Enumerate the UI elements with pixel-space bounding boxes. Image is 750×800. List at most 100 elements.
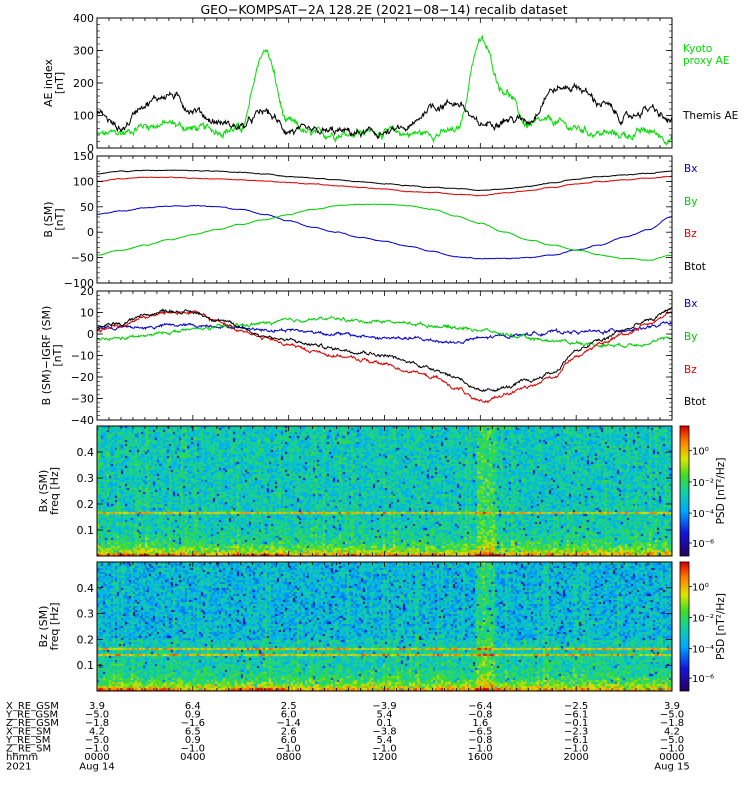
y-axis-label: B (SM) xyxy=(42,201,55,237)
ephemeris-value: 0.9 xyxy=(185,735,201,746)
y-tick-label: 150 xyxy=(73,150,94,163)
time-tick-label: 1200 xyxy=(372,752,397,763)
ephemeris-value: −0.1 xyxy=(564,718,588,729)
ephemeris-value: −3.9 xyxy=(372,701,396,712)
y-tick-label: 0 xyxy=(87,328,94,341)
ephemeris-value: −6.1 xyxy=(564,710,588,721)
legend-entry: Themis AE xyxy=(682,110,738,122)
ephemeris-value: 6.0 xyxy=(281,710,297,721)
legend-entry-line: Btot xyxy=(684,261,706,273)
ephemeris-value: −1.0 xyxy=(277,744,301,755)
y-tick-label: −40 xyxy=(71,414,94,427)
colorbar-frame xyxy=(679,561,690,692)
legend-entry: Kyoto proxy AE xyxy=(683,43,729,67)
colorbar-tick-label: 10⁻⁴ xyxy=(692,644,714,655)
ephemeris-value: −1.0 xyxy=(85,744,109,755)
figure-title: GEO−KOMPSAT−2A 128.2E (2021−08−14) recal… xyxy=(200,2,567,17)
ephemeris-value: −1.6 xyxy=(181,718,205,729)
y-tick-label: 0.2 xyxy=(77,498,95,511)
y-axis-label: freq [Hz] xyxy=(48,467,61,515)
series-line-kyoto-proxy-ae xyxy=(96,34,673,146)
y-tick-label: 400 xyxy=(73,12,94,25)
ephemeris-value: −5.0 xyxy=(85,710,109,721)
colorbar-image xyxy=(680,562,689,691)
ephemeris-value: −5.0 xyxy=(660,735,684,746)
ephemeris-value: −2.5 xyxy=(564,701,588,712)
time-tick-label: 2000 xyxy=(563,752,588,763)
time-tick-label: 0000 xyxy=(84,752,109,763)
y-axis-label: [nT] xyxy=(53,72,66,94)
y-tick-label: 200 xyxy=(73,77,94,90)
date-row-label: 2021 xyxy=(6,762,31,773)
spectrogram-image xyxy=(97,426,672,556)
spectrogram-image xyxy=(97,562,672,691)
colorbar-label: PSD [nT²/Hz] xyxy=(715,593,727,660)
legend-entry: Bx xyxy=(684,298,697,310)
ephemeris-value: −1.4 xyxy=(277,718,301,729)
plot-area xyxy=(97,156,672,283)
legend-entry: Btot xyxy=(684,261,706,273)
y-axis-label: Bz (SM) xyxy=(37,606,50,648)
ephemeris-value: 6.0 xyxy=(281,735,297,746)
y-tick-label: 0.2 xyxy=(77,633,95,646)
ephemeris-row-label: Y_RE_GSM xyxy=(5,710,58,721)
y-tick-label: 0.1 xyxy=(77,659,95,672)
y-tick-label: 0.3 xyxy=(77,608,95,621)
ephemeris-value: 3.9 xyxy=(89,701,105,712)
y-tick-label: 100 xyxy=(73,175,94,188)
ephemeris-value: −1.8 xyxy=(85,718,109,729)
ephemeris-value: 3.9 xyxy=(664,701,680,712)
ephemeris-value: −1.0 xyxy=(372,744,396,755)
panel-b-sm: Bx By Bz Btot −100 −50 0 50 100 150 B (SM)[nT] xyxy=(42,150,706,290)
y-axis-label: [nT] xyxy=(51,344,64,366)
y-tick-label: 10 xyxy=(80,307,94,320)
ephemeris-value: −6.5 xyxy=(468,727,492,738)
series-line-btot xyxy=(97,169,673,192)
y-tick-label: 300 xyxy=(73,45,94,58)
ephemeris-value: 0.1 xyxy=(377,718,393,729)
ephemeris-value: 1.6 xyxy=(472,718,488,729)
ephemeris-value: 5.4 xyxy=(377,735,393,746)
ephemeris-value: 6.4 xyxy=(185,701,201,712)
series-line-btot xyxy=(96,306,673,393)
ephemeris-value: −1.0 xyxy=(468,744,492,755)
colorbar-tick-label: 10⁰ xyxy=(692,583,709,594)
colorbar-tick-label: 10⁻⁶ xyxy=(692,539,714,550)
legend-entry: Btot xyxy=(684,396,706,408)
panel-ae-index: Kyoto proxy AE Themis AE 0 100 200 300 400 AE in… xyxy=(42,12,738,155)
y-tick-label: 0 xyxy=(87,142,94,155)
ephemeris-value: 5.4 xyxy=(377,710,393,721)
time-row-label: hhmm xyxy=(6,752,38,763)
legend-entry-line: proxy AE xyxy=(683,55,729,67)
y-tick-label: 20 xyxy=(80,285,94,298)
y-tick-label: 100 xyxy=(73,110,94,123)
y-tick-label: −50 xyxy=(71,252,94,265)
ephemeris-value: −1.0 xyxy=(564,744,588,755)
time-tick-label: 0400 xyxy=(180,752,205,763)
y-tick-label: 0.4 xyxy=(77,582,95,595)
ephemeris-value: 2.5 xyxy=(281,701,297,712)
ephemeris-value: 4.2 xyxy=(89,727,105,738)
panel-b-minus-igrf: Bx By Bz Btot −40 −30 −20 −10 0 10 20 B (SM)−IGRF (… xyxy=(40,285,706,427)
series-line-themis-ae xyxy=(96,82,673,140)
time-tick-label: 0000 xyxy=(659,752,684,763)
ephemeris-value: −2.3 xyxy=(564,727,588,738)
colorbar-tick-label: 10⁻² xyxy=(692,613,714,624)
ephemeris-value: −6.4 xyxy=(468,701,492,712)
legend-entry-line: Kyoto xyxy=(683,43,712,55)
ephemeris-row-label: Z_RE_SM xyxy=(6,744,51,755)
ephemeris-value: −6.1 xyxy=(564,735,588,746)
y-tick-label: −100 xyxy=(64,277,94,290)
legend-entry-line: Bx xyxy=(684,163,697,175)
y-axis-label: AE index xyxy=(42,58,55,107)
ephemeris-value: 2.6 xyxy=(281,727,297,738)
y-tick-label: 0.4 xyxy=(77,446,95,459)
y-tick-label: −20 xyxy=(71,371,94,384)
series-line-bz xyxy=(96,175,673,197)
y-tick-label: 50 xyxy=(80,201,94,214)
series-line-by xyxy=(96,203,673,261)
ephemeris-value: −1.0 xyxy=(181,744,205,755)
ephemeris-value: −3.8 xyxy=(372,727,396,738)
legend-entry-line: By xyxy=(684,196,697,208)
